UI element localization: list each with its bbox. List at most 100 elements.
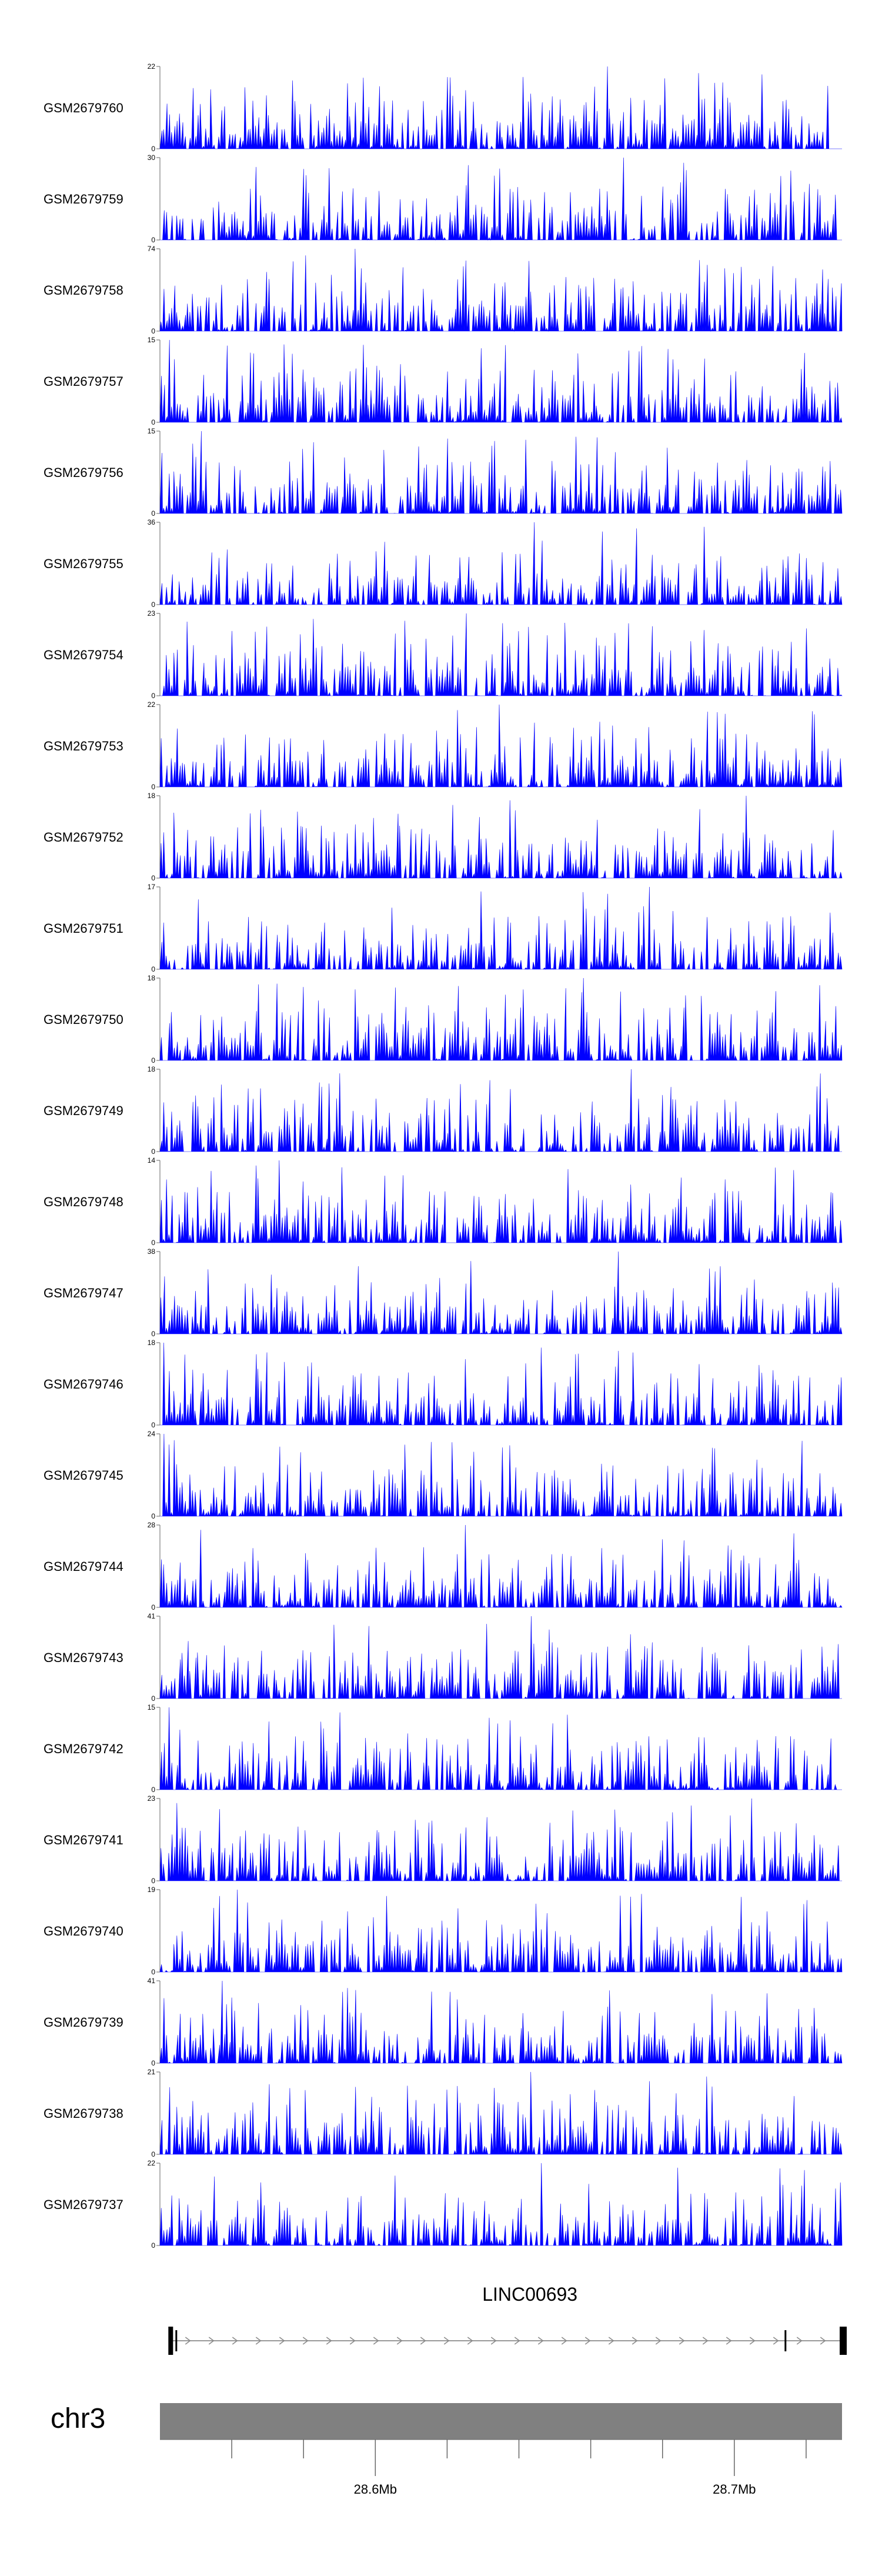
y-max-tick-label: 15 [148,1703,156,1711]
y-max-tick-label: 17 [148,883,156,891]
signal-area [159,795,843,879]
chromosome-label: chr3 [51,2403,105,2434]
strand-arrow [302,2337,309,2345]
track-GSM2679755: GSM2679755 36 0 [44,518,843,609]
strand-arrow [679,2337,685,2345]
track-label: GSM2679756 [44,465,123,480]
track-GSM2679748: GSM2679748 14 0 [44,1156,843,1247]
y-min-tick-label: 0 [151,1694,155,1703]
strand-arrow [749,2337,756,2345]
signal-area [159,1980,843,2064]
track-label: GSM2679754 [44,648,123,662]
strand-arrow [773,2337,779,2345]
y-min-tick-label: 0 [151,327,155,335]
signal-area [159,704,843,788]
y-max-tick-label: 21 [148,2068,156,2076]
signal-area [159,1889,843,1973]
track-GSM2679741: GSM2679741 23 0 [44,1794,842,1885]
strand-arrow [232,2337,238,2345]
genome-axis-tick-label: 28.6Mb [354,2482,397,2497]
signal-area [159,1798,842,1882]
signal-area [159,977,843,1062]
y-max-tick-label: 30 [148,154,156,162]
track-label: GSM2679746 [44,1377,123,1392]
strand-arrow [373,2337,379,2345]
track-GSM2679742: GSM2679742 15 0 [44,1703,842,1794]
track-GSM2679754: GSM2679754 23 0 [44,609,843,700]
strand-arrow [655,2337,662,2345]
track-label: GSM2679753 [44,739,123,753]
y-min-tick-label: 0 [151,2150,155,2158]
track-label: GSM2679738 [44,2106,123,2121]
y-min-tick-label: 0 [151,874,155,882]
strand-arrow [443,2337,450,2345]
track-label: GSM2679749 [44,1103,123,1118]
track-label: GSM2679752 [44,830,123,845]
y-max-tick-label: 41 [148,1612,156,1620]
track-GSM2679737: GSM2679737 22 0 [44,2159,843,2250]
y-max-tick-label: 23 [148,609,156,618]
gene-exon [175,2330,178,2351]
strand-arrow [490,2337,497,2345]
track-GSM2679752: GSM2679752 18 0 [44,792,843,882]
track-GSM2679745: GSM2679745 24 0 [44,1430,843,1520]
y-max-tick-label: 28 [148,1521,156,1529]
track-label: GSM2679741 [44,1833,123,1847]
track-GSM2679739: GSM2679739 41 0 [44,1977,843,2067]
signal-area [159,339,843,423]
signal-area [160,613,843,697]
y-max-tick-label: 22 [148,62,156,71]
y-max-tick-label: 38 [148,1247,156,1256]
y-min-tick-label: 0 [151,1877,155,1885]
track-label: GSM2679747 [44,1286,123,1300]
track-label: GSM2679743 [44,1650,123,1665]
y-max-tick-label: 15 [148,336,156,344]
chromosome-ideogram: chr3 28.6Mb 28.7Mb [51,2403,842,2497]
y-min-tick-label: 0 [151,600,155,609]
gene-label: LINC00693 [482,2284,577,2305]
track-label: GSM2679740 [44,1924,123,1938]
signal-area [159,2071,843,2155]
strand-arrow [185,2337,191,2345]
signal-area [159,248,843,332]
y-min-tick-label: 0 [151,2059,155,2067]
track-GSM2679760: GSM2679760 22 0 [44,62,842,153]
y-max-tick-label: 18 [148,974,156,982]
track-label: GSM2679751 [44,921,123,936]
signal-area [160,1433,843,1517]
track-GSM2679740: GSM2679740 19 0 [44,1886,843,1976]
y-min-tick-label: 0 [151,783,155,791]
strand-arrow [796,2337,803,2345]
track-GSM2679753: GSM2679753 22 0 [44,700,843,791]
y-min-tick-label: 0 [151,1239,155,1247]
strand-arrow [820,2337,826,2345]
strand-arrow [514,2337,520,2345]
y-max-tick-label: 15 [148,427,156,435]
track-label: GSM2679739 [44,2015,123,2030]
strand-arrow [584,2337,591,2345]
strand-arrow [726,2337,732,2345]
signal-area [159,1524,843,1609]
track-label: GSM2679755 [44,556,123,571]
y-min-tick-label: 0 [151,1512,155,1520]
strand-arrow [255,2337,262,2345]
y-max-tick-label: 18 [148,792,156,800]
signal-area [159,886,843,970]
signal-area [159,1616,842,1700]
strand-arrow [561,2337,567,2345]
y-max-tick-label: 22 [148,2159,156,2167]
strand-arrow [326,2337,332,2345]
signal-tracks: GSM2679760220GSM2679759300GSM2679758740G… [44,62,843,2250]
strand-arrow [467,2337,473,2345]
track-GSM2679757: GSM2679757 15 0 [44,336,843,426]
gene-exon [168,2327,173,2355]
strand-arrow [632,2337,638,2345]
track-GSM2679759: GSM2679759 30 0 [44,154,842,244]
track-GSM2679758: GSM2679758 74 0 [44,245,843,335]
y-max-tick-label: 41 [148,1977,156,1985]
y-max-tick-label: 74 [148,245,156,253]
y-max-tick-label: 18 [148,1065,156,1073]
y-min-tick-label: 0 [151,2241,155,2250]
track-label: GSM2679759 [44,192,123,206]
